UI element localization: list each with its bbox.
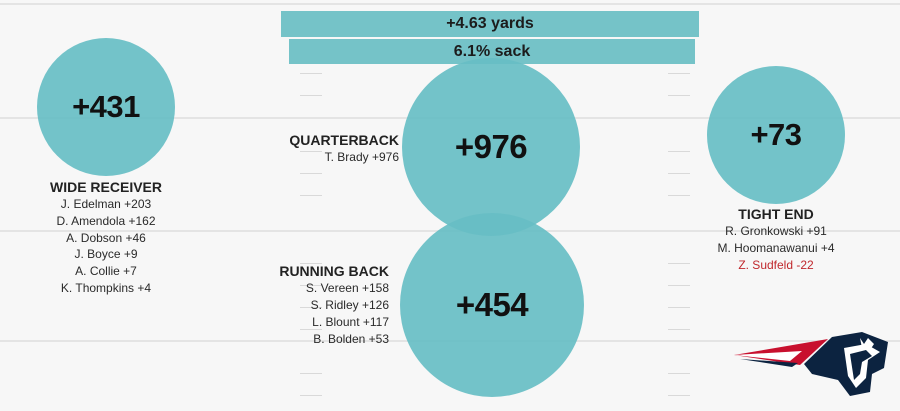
player-label: J. Edelman +203	[60, 197, 152, 211]
hash-mark	[300, 173, 322, 174]
player-label: S. Ridley +126	[310, 298, 389, 312]
hash-mark	[300, 195, 322, 196]
player-label: S. Vereen +158	[305, 281, 389, 295]
hash-mark	[668, 285, 690, 286]
player-label: J. Boyce +9	[74, 247, 138, 261]
hash-mark	[300, 329, 322, 330]
hash-mark	[668, 73, 690, 74]
tight-end-bubble: +73	[707, 66, 845, 204]
hash-mark	[668, 95, 690, 96]
quarterback-total: +976	[454, 128, 528, 165]
hash-mark	[300, 73, 322, 74]
hash-mark	[668, 263, 690, 264]
hash-mark	[300, 95, 322, 96]
running-back-title: RUNNING BACK	[279, 263, 389, 279]
quarterback-title: QUARTERBACK	[289, 132, 399, 148]
player-label: K. Thompkins +4	[60, 281, 152, 295]
player-label: R. Gronkowski +91	[725, 224, 827, 238]
player-label: L. Blount +117	[312, 315, 389, 329]
player-label: A. Collie +7	[75, 264, 137, 278]
hash-mark	[300, 263, 322, 264]
team-logo-icon	[734, 332, 888, 396]
player-label: A. Dobson +46	[66, 231, 146, 245]
player-label: D. Amendola +162	[56, 214, 156, 228]
wide-receiver-bubble: +431	[37, 38, 175, 176]
player-label-negative: Z. Sudfeld -22	[738, 258, 814, 272]
hash-mark	[668, 151, 690, 152]
running-back-total: +454	[455, 286, 529, 323]
field-line	[0, 3, 900, 5]
hash-mark	[300, 395, 322, 396]
tight-end-title: TIGHT END	[738, 206, 814, 222]
hash-mark	[668, 195, 690, 196]
wide-receiver-total: +431	[72, 89, 140, 124]
yards-label: +4.63 yards	[446, 15, 534, 32]
hash-mark	[300, 307, 322, 308]
player-label: M. Hoomanawanui +4	[717, 241, 835, 255]
hash-mark	[300, 285, 322, 286]
player-label: B. Bolden +53	[313, 332, 389, 346]
quarterback-bubble: +976	[402, 58, 580, 236]
tight-end-total: +73	[750, 117, 802, 152]
hash-mark	[668, 395, 690, 396]
hash-mark	[300, 151, 322, 152]
hash-mark	[300, 373, 322, 374]
wide-receiver-title: WIDE RECEIVER	[49, 179, 162, 195]
hash-mark	[668, 173, 690, 174]
hash-mark	[668, 373, 690, 374]
running-back-bubble: +454	[400, 213, 584, 397]
yards-bar: +4.63 yards	[281, 11, 699, 37]
hash-mark	[668, 307, 690, 308]
player-label: T. Brady +976	[324, 150, 399, 164]
sack-label: 6.1% sack	[453, 43, 531, 60]
hash-mark	[668, 329, 690, 330]
